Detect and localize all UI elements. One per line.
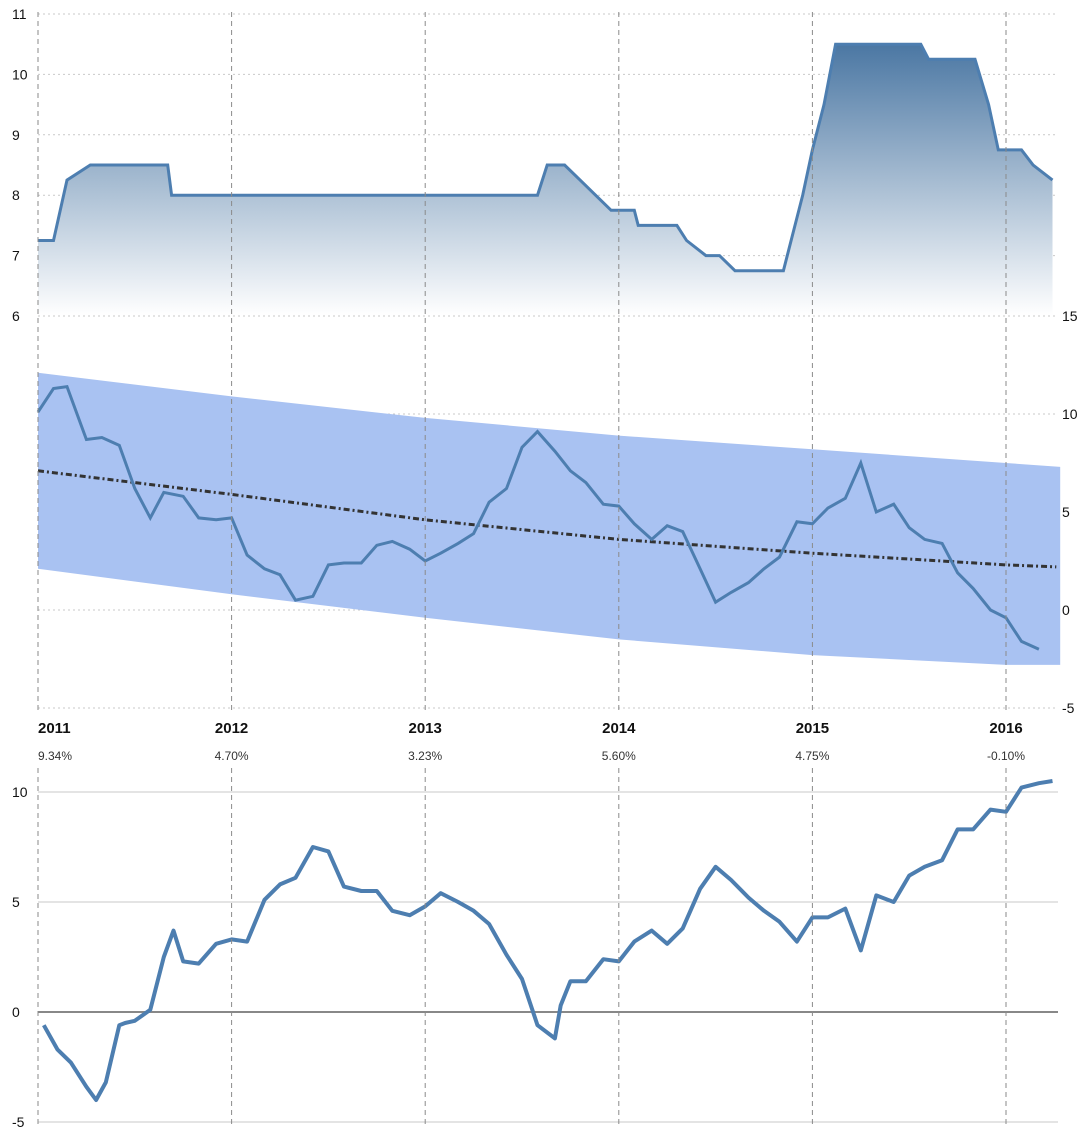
rate-y-tick-11: 11 [12,6,27,22]
rate-y-tick-labels: 6 7 8 9 10 11 [12,6,28,324]
rate-y-tick-9: 9 [12,127,20,143]
annotation-2011: 9.34% [38,749,72,763]
annotation-2015: 4.75% [795,749,829,763]
rate-line [38,42,1054,273]
inflation-y-tick--5: -5 [1062,700,1075,716]
rate-y-tick-6: 6 [12,308,20,324]
year-separator-lines [37,12,1007,1128]
inflation-line [36,384,1040,651]
year-percent-annotations: 9.34% 4.70% 3.23% 5.60% 4.75% -0.10% [38,749,1025,763]
bottom-y-tick--5: -5 [12,1114,25,1130]
annotation-2016: -0.10% [987,749,1025,763]
inflation-panel: -5 0 5 10 15 [36,308,1078,716]
year-label-2013: 2013 [409,720,442,737]
inflation-trend-line [37,469,1057,569]
bottom-gridlines [38,791,1058,1123]
rate-area-fill [38,44,1053,316]
rate-y-tick-7: 7 [12,248,20,264]
year-label-2012: 2012 [215,720,248,737]
rate-y-tick-10: 10 [12,66,28,82]
x-axis-year-labels: 2011 2012 2013 2014 2015 2016 [38,720,1023,737]
year-label-2014: 2014 [602,720,636,737]
inflation-y-tick-15: 15 [1062,308,1078,324]
annotation-2014: 5.60% [602,749,636,763]
bottom-y-tick-labels: -5 0 5 10 [12,784,28,1130]
year-label-2011: 2011 [38,720,71,737]
bottom-line [42,779,1053,1102]
inflation-band [38,372,1061,665]
inflation-y-tick-0: 0 [1062,602,1070,618]
rate-panel: 6 7 8 9 10 11 [12,6,1058,324]
year-label-2015: 2015 [796,720,829,737]
bottom-y-tick-10: 10 [12,784,28,800]
inflation-y-tick-labels: -5 0 5 10 15 [1062,308,1078,716]
year-label-2016: 2016 [989,720,1022,737]
inflation-y-tick-10: 10 [1062,406,1078,422]
rate-y-tick-8: 8 [12,187,20,203]
bottom-y-tick-5: 5 [12,894,20,910]
bottom-y-tick-0: 0 [12,1004,20,1020]
annotation-2012: 4.70% [215,749,249,763]
bottom-panel: -5 0 5 10 [12,779,1058,1130]
inflation-y-tick-5: 5 [1062,504,1070,520]
annotation-2013: 3.23% [408,749,442,763]
